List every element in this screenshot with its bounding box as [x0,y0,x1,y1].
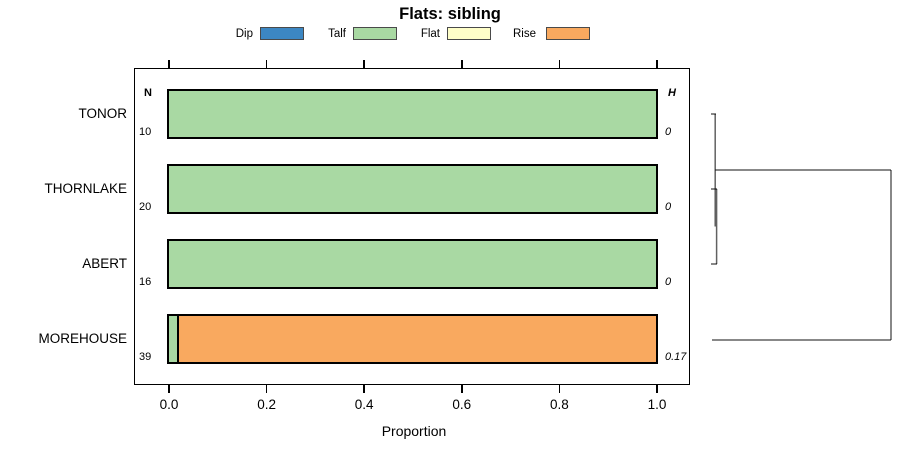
bar-segment-talf [169,91,656,137]
bar-segment-talf [169,316,179,362]
x-axis-tick-bottom [461,385,463,393]
n-value: 16 [139,276,152,288]
n-value: 20 [139,201,152,213]
x-axis-tick-top [363,60,365,68]
category-label: THORNLAKE [44,181,127,196]
category-label: TONOR [78,106,127,121]
n-value: 39 [139,351,152,363]
x-tick-label: 0.8 [550,397,569,412]
h-column-header: H [668,87,676,99]
plot-area [134,68,690,385]
legend-swatch [260,27,304,40]
h-value: 0 [665,126,672,138]
x-axis-tick-top [461,60,463,68]
h-value: 0 [665,276,672,288]
category-label: MOREHOUSE [38,331,127,346]
x-tick-label: 1.0 [647,397,667,412]
stacked-bar [167,314,658,364]
category-label: ABERT [82,256,127,271]
x-axis-title: Proportion [381,423,447,439]
x-tick-label: 0.6 [452,397,472,412]
x-tick-label: 0.0 [159,397,179,412]
x-tick-label: 0.2 [257,397,276,412]
h-value: 0 [665,201,672,213]
legend-swatch [353,27,397,40]
x-axis-tick-top [265,60,268,68]
x-axis-tick-bottom [265,385,268,393]
legend-label: Flat [420,28,440,40]
legend-label: Talf [328,28,346,40]
legend-label: Rise [512,28,536,40]
n-value: 10 [139,126,152,138]
stacked-bar [167,164,658,214]
legend-swatch [546,27,590,40]
x-axis-tick-top [558,60,561,68]
x-axis-tick-top [656,60,658,68]
x-axis-tick-bottom [558,385,561,393]
x-axis-tick-bottom [363,385,365,393]
stacked-bar [167,89,658,139]
x-axis-tick-bottom [656,385,658,393]
legend-label: Dip [235,28,253,40]
x-axis-tick-top [168,60,170,68]
bar-segment-talf [169,241,656,287]
stacked-bar [167,239,658,289]
legend-swatch [447,27,491,40]
n-column-header: N [144,87,152,99]
h-value: 0.17 [665,351,687,363]
x-tick-label: 0.4 [354,397,374,412]
chart-title: Flats: sibling [399,5,501,23]
bar-segment-rise [179,316,656,362]
x-axis-tick-bottom [168,385,170,393]
bar-segment-talf [169,166,656,212]
